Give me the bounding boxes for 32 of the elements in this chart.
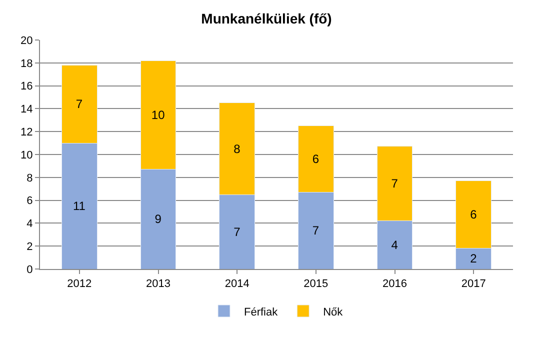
- y-tick-label: 20: [20, 34, 33, 47]
- y-tick-label: 12: [20, 126, 33, 138]
- data-label: 10: [151, 108, 166, 122]
- y-tick-label: 14: [20, 104, 33, 116]
- data-label: 11: [73, 199, 86, 214]
- data-label: 7: [312, 224, 320, 238]
- chart-title: Munkanélküliek (fő): [201, 10, 332, 26]
- data-label: 8: [234, 142, 241, 156]
- x-tick-label: 2017: [461, 278, 486, 290]
- y-tick-label: 6: [26, 195, 33, 208]
- data-label: 7: [391, 176, 398, 191]
- x-tick-label: 2015: [304, 278, 328, 290]
- legend-label: Nők: [323, 306, 344, 318]
- y-tick-label: 10: [20, 149, 33, 162]
- x-tick-label: 2012: [67, 278, 92, 290]
- y-tick-label: 0: [26, 264, 33, 276]
- data-label: 2: [470, 252, 478, 266]
- data-label: 4: [391, 238, 398, 252]
- data-label: 7: [76, 97, 83, 112]
- legend-label: Férfiak: [244, 306, 278, 318]
- y-tick-label: 18: [20, 58, 33, 70]
- y-tick-label: 2: [26, 240, 33, 253]
- y-tick-label: 8: [26, 172, 33, 184]
- data-label: 6: [312, 152, 320, 166]
- data-label: 7: [234, 224, 241, 239]
- x-tick-label: 2013: [146, 278, 170, 290]
- data-label: 9: [154, 212, 162, 226]
- y-tick-label: 4: [26, 218, 33, 230]
- x-tick-label: 2014: [224, 278, 250, 290]
- x-tick-label: 2016: [382, 278, 407, 290]
- y-tick-label: 16: [20, 80, 33, 93]
- data-label: 6: [470, 208, 478, 222]
